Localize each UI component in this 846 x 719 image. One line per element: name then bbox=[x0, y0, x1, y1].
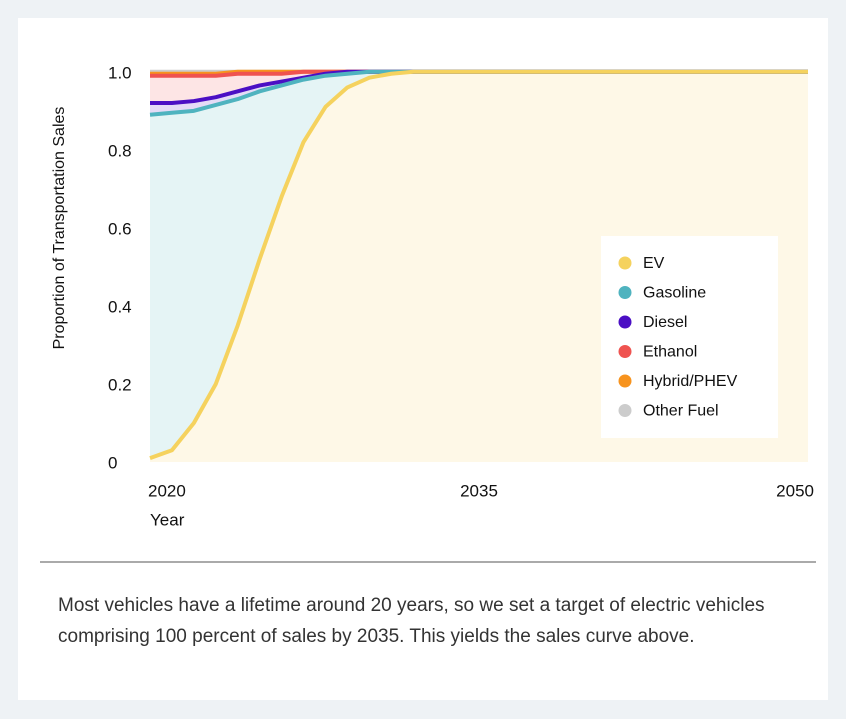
x-axis-label: Year bbox=[150, 510, 185, 529]
legend-label: EV bbox=[643, 255, 665, 272]
caption: Most vehicles have a lifetime around 20 … bbox=[58, 595, 765, 647]
legend-marker bbox=[618, 286, 632, 299]
legend-box bbox=[601, 236, 778, 438]
y-tick-label: 0.4 bbox=[108, 297, 132, 316]
x-tick-label: 2035 bbox=[460, 481, 498, 500]
legend-label: Diesel bbox=[643, 314, 687, 331]
y-tick-label: 0 bbox=[108, 453, 117, 472]
series-line bbox=[149, 69, 808, 460]
x-tick-label: 2050 bbox=[776, 481, 814, 500]
legend-label: Gasoline bbox=[643, 285, 706, 302]
legend-label: Ethanol bbox=[643, 344, 697, 361]
x-tick-label: 2020 bbox=[148, 481, 186, 500]
legend: EV Gasoline Diesel Ethanol Hybrid/PHEV Other … bbox=[601, 236, 778, 438]
legend-marker bbox=[618, 345, 632, 358]
legend-marker bbox=[618, 315, 632, 329]
legend-marker bbox=[618, 256, 632, 270]
legend-label: Hybrid/PHEV bbox=[643, 373, 738, 390]
legend-marker bbox=[618, 404, 632, 417]
legend-marker bbox=[618, 374, 632, 388]
area bbox=[150, 71, 808, 459]
y-tick-label: 0.2 bbox=[108, 375, 132, 394]
legend-label: Other Fuel bbox=[643, 403, 719, 420]
y-tick-label: 0.8 bbox=[108, 141, 132, 160]
y-tick-label: 0.6 bbox=[108, 219, 132, 238]
y-tick-label: 1.0 bbox=[108, 63, 132, 82]
y-axis-label: Proportion of Transportation Sales bbox=[51, 107, 68, 350]
